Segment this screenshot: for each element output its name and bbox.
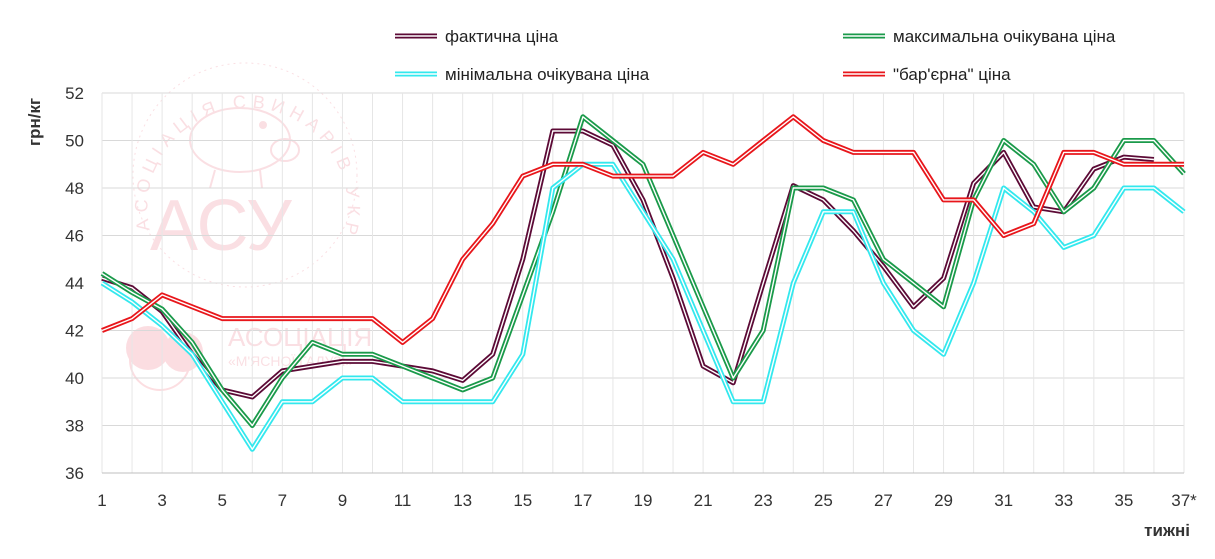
x-tick-label: 29 <box>934 491 953 510</box>
watermark: АСОЦІАЦІЯ СВИНАРІВ УКРАЇНИ АСУ АСОЦІАЦІЯ… <box>0 0 372 391</box>
legend-item: максимальна очікувана ціна <box>843 27 1116 46</box>
y-tick-label: 42 <box>65 322 84 341</box>
y-tick-label: 44 <box>65 274 84 293</box>
y-axis-title: грн/кг <box>25 98 44 146</box>
series-lines <box>100 114 1186 452</box>
y-tick-label: 52 <box>65 84 84 103</box>
x-axis-title: тижні <box>1144 521 1190 540</box>
x-tick-label: 23 <box>754 491 773 510</box>
x-tick-label: 37* <box>1171 491 1197 510</box>
x-tick-label: 27 <box>874 491 893 510</box>
x-tick-label: 13 <box>453 491 472 510</box>
series-line-inner-0 <box>101 130 1154 398</box>
y-tick-label: 38 <box>65 417 84 436</box>
x-tick-label: 7 <box>278 491 287 510</box>
x-tick-label: 19 <box>634 491 653 510</box>
legend-label: "бар'єрна" ціна <box>893 65 1011 84</box>
y-tick-label: 36 <box>65 464 84 483</box>
x-axis: 1 3 5 7 9 11 13 15 17 19 21 23 25 27 29 31 33 35 37* <box>97 491 1197 510</box>
x-tick-label: 11 <box>394 491 412 510</box>
x-tick-label: 33 <box>1054 491 1073 510</box>
watermark-logo-text: АСУ <box>150 186 293 266</box>
y-tick-label: 50 <box>65 132 84 151</box>
series-line-inner-2 <box>101 163 1185 450</box>
series-line-inner-3 <box>101 116 1184 344</box>
x-tick-label: 25 <box>814 491 833 510</box>
x-tick-label: 3 <box>157 491 166 510</box>
grid <box>101 92 1185 474</box>
x-tick-label: 31 <box>994 491 1013 510</box>
y-axis: 36 38 40 42 44 46 48 50 52 <box>65 84 84 483</box>
x-tick-label: 35 <box>1114 491 1133 510</box>
series-0 <box>101 128 1155 400</box>
y-tick-label: 48 <box>65 179 84 198</box>
series-1 <box>100 114 1186 428</box>
y-tick-label: 40 <box>65 369 84 388</box>
legend-label: мінімальна очікувана ціна <box>445 65 650 84</box>
legend: фактична ціна максимальна очікувана ціна м… <box>395 27 1116 84</box>
legend-label: фактична ціна <box>445 27 559 46</box>
legend-item: фактична ціна <box>395 27 559 46</box>
y-tick-label: 46 <box>65 227 84 246</box>
x-tick-label: 5 <box>217 491 226 510</box>
x-tick-label: 21 <box>694 491 713 510</box>
legend-label: максимальна очікувана ціна <box>893 27 1116 46</box>
legend-item: "бар'єрна" ціна <box>843 65 1011 84</box>
x-tick-label: 15 <box>513 491 532 510</box>
legend-item: мінімальна очікувана ціна <box>395 65 650 84</box>
series-2 <box>100 161 1186 452</box>
x-tick-label: 17 <box>573 491 592 510</box>
x-tick-label: 1 <box>97 491 106 510</box>
series-line-inner-1 <box>101 116 1185 427</box>
watermark-second-text: АСОЦІАЦІЯ <box>228 322 372 352</box>
series-3 <box>101 114 1184 345</box>
watermark-badge-icon <box>126 326 203 391</box>
x-tick-label: 9 <box>338 491 347 510</box>
watermark-ring <box>132 62 358 288</box>
